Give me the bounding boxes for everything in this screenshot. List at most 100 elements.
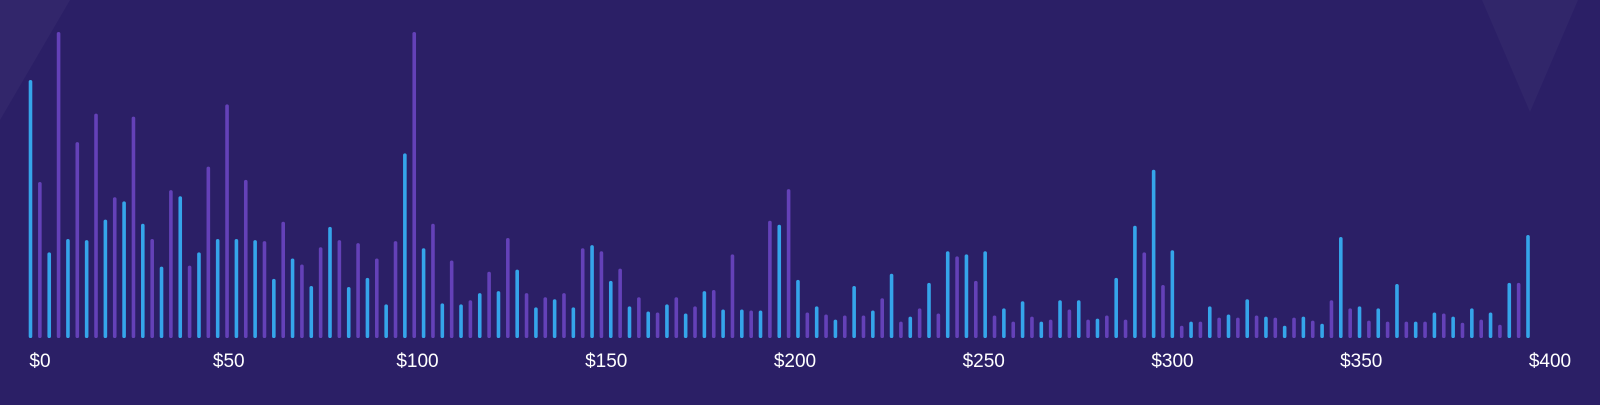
histogram-bar [1226,314,1231,338]
histogram-bar [421,248,426,338]
histogram-bar [758,310,763,338]
histogram-bar [1282,325,1287,338]
histogram-bar [983,251,987,338]
histogram-bar [1142,252,1147,338]
histogram-bar [665,304,669,338]
histogram-bar [197,252,201,338]
histogram-bars [28,32,1530,338]
histogram-bar [1002,308,1006,338]
histogram-bar [814,306,819,338]
histogram-bar [56,32,61,338]
histogram-bar [1310,320,1315,338]
histogram-bar [1516,282,1521,338]
histogram-bar [328,226,332,338]
histogram-bar [917,308,922,338]
histogram-bar [833,319,838,338]
x-axis-ticks: $0 $50 $100 $150 $200 $250 $300 $350 $400 [29,351,1571,372]
histogram-bar [393,241,398,338]
histogram-bar [655,312,660,338]
histogram-bar [1432,312,1437,338]
histogram-bar [1048,319,1053,338]
histogram-bar [94,113,98,338]
histogram-bar [506,238,510,338]
histogram-bar [1095,318,1100,338]
histogram-bar [683,313,688,338]
histogram-bar [1441,313,1446,338]
histogram-bar [496,291,501,338]
histogram-bar [1067,309,1072,338]
histogram-bar [365,277,370,338]
x-tick-label: $400 [1529,351,1571,372]
histogram-bar [337,240,342,338]
histogram-bar [440,303,445,338]
histogram-bar [206,166,211,338]
histogram-bar [786,189,791,338]
histogram-bar [215,239,220,338]
histogram-bar [992,315,997,338]
histogram-bar [1133,225,1137,338]
histogram-bar [889,273,894,338]
histogram-bar [159,266,164,338]
histogram-bar [1339,237,1343,338]
histogram-bar [608,280,613,338]
histogram-bar [805,312,810,338]
histogram-bar [730,254,735,338]
histogram-bar [150,239,154,338]
histogram-bar [318,247,323,338]
histogram-bar [384,304,388,338]
histogram-bar [646,311,651,338]
histogram-bar [1076,300,1081,338]
histogram-bar [131,116,136,338]
histogram-bar [1320,323,1324,338]
histogram-bar [1123,319,1128,338]
histogram-bar [1039,321,1044,338]
histogram-bar [1526,234,1530,338]
histogram-bar [1264,316,1268,338]
histogram-bar [187,265,192,338]
histogram-bar [1385,321,1390,338]
histogram-bar [927,282,931,338]
histogram-bar [534,307,538,338]
histogram-bar [1404,321,1409,338]
histogram-bar [1460,322,1465,338]
histogram-bar [1105,315,1109,338]
histogram-bar [702,291,707,338]
histogram-bar [253,240,257,338]
histogram-bar [1479,319,1483,338]
histogram-bar [1413,321,1418,338]
x-tick-label: $350 [1340,351,1382,372]
histogram-bar [1151,169,1156,338]
histogram-bar [309,285,314,338]
histogram-bar [945,251,950,338]
histogram-bar [1217,317,1221,338]
histogram-bar [66,239,70,338]
x-tick-label: $250 [963,351,1005,372]
histogram-bar [1357,306,1362,338]
histogram-bar [1423,321,1427,338]
histogram-bar [1273,317,1278,338]
histogram-bar [1488,312,1493,338]
x-tick-label: $150 [585,351,627,372]
histogram-bar [141,223,145,338]
histogram-bar [1254,315,1259,338]
histogram-bar [449,260,454,338]
histogram-bar [796,279,800,338]
histogram-bar [38,181,42,338]
histogram-bar [1451,316,1455,338]
histogram-bar [300,264,304,338]
histogram-bar [290,258,295,338]
histogram-bar [1292,317,1296,338]
histogram-bar [1179,325,1184,338]
histogram-bar [955,256,959,338]
histogram-bar [103,219,108,338]
histogram-bar [777,224,782,338]
histogram-bar [871,310,875,338]
histogram-bar [487,271,491,338]
histogram-bar [1198,321,1203,338]
histogram-bar [768,220,772,338]
histogram-bar [1207,306,1212,338]
histogram-bar [1189,321,1193,338]
histogram-bar [1507,282,1512,338]
